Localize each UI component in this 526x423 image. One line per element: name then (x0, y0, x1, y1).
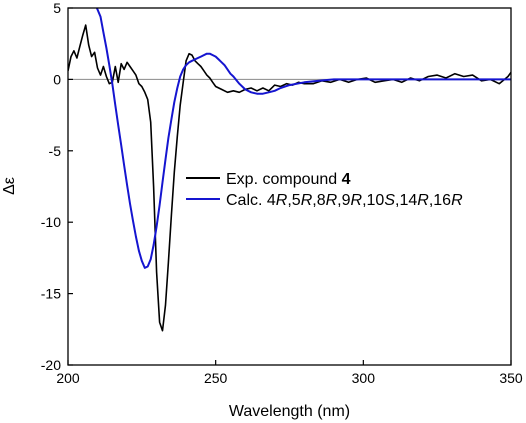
legend-text-part: R (351, 192, 363, 209)
series-line-2 (95, 8, 511, 269)
ticks-layer: 200 250 300 350 5 0 -5 -10 -15 -20 (41, 0, 523, 386)
y-tick-label: -15 (41, 286, 61, 302)
x-tick-label: 300 (352, 370, 376, 386)
legend-text-part: Calc. 4 (226, 192, 276, 209)
x-axis-label: Wavelength (nm) (229, 403, 350, 420)
y-tick-label: -5 (49, 143, 62, 159)
legend-text-part: ,5 (287, 192, 300, 209)
legend-text-part: ,10 (362, 192, 384, 209)
series-layer (68, 8, 511, 332)
legend-text-part: Exp. compound (226, 171, 342, 188)
legend-text-part: ,16 (429, 192, 451, 209)
x-tick-label: 350 (499, 370, 523, 386)
y-tick-label: 0 (53, 71, 61, 87)
legend-text-part: ,9 (337, 192, 350, 209)
y-tick-label: -20 (41, 357, 61, 373)
legend-text-part: ,14 (395, 192, 417, 209)
legend-text-part: R (301, 192, 313, 209)
legend-label-2: Calc. 4R,5R,8R,9R,10S,14R,16R (226, 192, 463, 209)
legend-text-part: R (417, 192, 429, 209)
y-axis-label: Δε (1, 177, 18, 195)
x-tick-label: 200 (56, 370, 80, 386)
y-tick-label: -10 (41, 214, 61, 230)
legend-text-part: S (384, 192, 395, 209)
plot-frame (67, 7, 512, 366)
legend-text-part: R (451, 192, 463, 209)
legend-label-1: Exp. compound 4 (226, 171, 351, 188)
legend-text-part: ,8 (312, 192, 325, 209)
x-tick-label: 250 (204, 370, 228, 386)
legend-text-part: R (276, 192, 288, 209)
legend-text-part: 4 (342, 171, 351, 188)
legend-text-part: R (326, 192, 338, 209)
y-tick-label: 5 (53, 0, 61, 16)
